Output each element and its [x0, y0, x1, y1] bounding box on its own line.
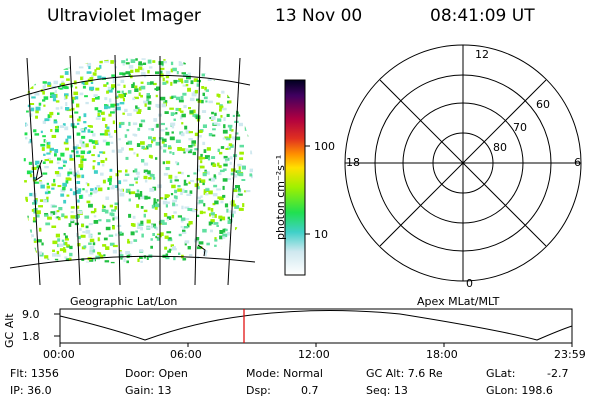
- geographic-grid: [9, 54, 256, 286]
- altitude-ylabel: GC Alt: [3, 313, 16, 348]
- time-label: 08:41:09 UT: [430, 6, 535, 26]
- flight-number: Flt: 1356: [10, 367, 59, 380]
- polar-lat-70: 70: [513, 121, 527, 134]
- glat-value: -2.7: [547, 367, 569, 380]
- coastline-mark: [197, 244, 206, 257]
- ip-value: IP: 36.0: [10, 384, 52, 397]
- polar-hour-18: 18: [346, 156, 360, 169]
- altitude-ytick-9: 9.0: [22, 308, 40, 321]
- colorbar: [284, 79, 310, 276]
- altitude-ytick-1.8: 1.8: [22, 330, 40, 343]
- sequence-number: Seq: 13: [366, 384, 408, 397]
- polar-lat-80: 80: [493, 141, 507, 154]
- apex-caption: Apex MLat/MLT: [417, 295, 500, 308]
- aurora-speckle-field: [23, 58, 254, 264]
- date-label: 13 Nov 00: [275, 6, 363, 26]
- geographic-caption: Geographic Lat/Lon: [70, 295, 178, 308]
- altitude-xtick: 00:00: [43, 348, 75, 361]
- mode-value: Mode: Normal: [246, 367, 323, 380]
- altitude-xtick: 18:00: [426, 348, 458, 361]
- glon-value: GLon: 198.6: [486, 384, 553, 397]
- altitude-xtick: 06:00: [170, 348, 202, 361]
- gc-altitude: GC Alt: 7.6 Re: [366, 367, 443, 380]
- colorbar-tick-10: 10: [314, 228, 328, 241]
- colorbar-unit-label: photon cm⁻²s⁻¹: [274, 154, 287, 240]
- gain-value: Gain: 13: [125, 384, 172, 397]
- altitude-xtick: 12:00: [298, 348, 330, 361]
- dsp-value: 0.7: [301, 384, 319, 397]
- colorbar-tick-100: 100: [314, 140, 335, 153]
- altitude-plot: [54, 308, 573, 347]
- polar-hour-0: 0: [466, 277, 473, 290]
- instrument-title: Ultraviolet Imager: [47, 6, 201, 26]
- glat-label: GLat:: [486, 367, 516, 380]
- altitude-xtick: 23:59: [554, 348, 586, 361]
- polar-lat-60: 60: [536, 98, 550, 111]
- door-status: Door: Open: [125, 367, 188, 380]
- uv-image-panel: [9, 54, 256, 286]
- polar-plot: [344, 44, 582, 282]
- polar-hour-12: 12: [475, 48, 489, 61]
- polar-hour-6: 6: [574, 156, 581, 169]
- coastline-mark: [35, 159, 43, 182]
- dsp-label: Dsp:: [246, 384, 271, 397]
